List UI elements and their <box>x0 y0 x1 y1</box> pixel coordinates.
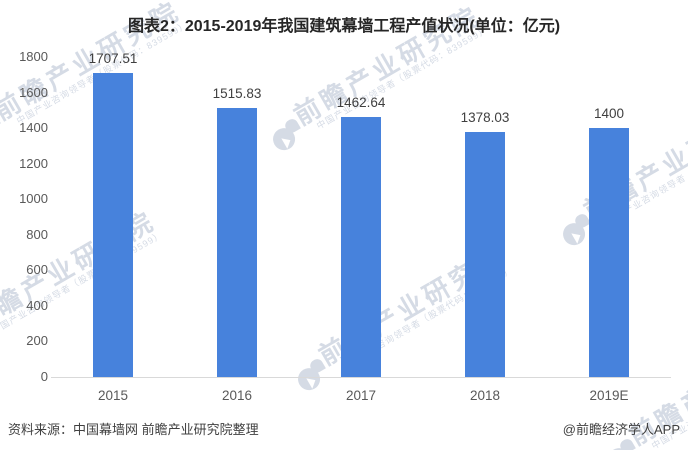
y-axis-tick-label: 0 <box>40 369 48 384</box>
y-axis-tick-label: 400 <box>26 297 48 313</box>
y-axis-tick-label: 1000 <box>19 191 48 207</box>
bar-value-label: 1462.64 <box>336 94 386 110</box>
bar-2017 <box>341 116 381 377</box>
x-axis-label: 2018 <box>469 388 501 403</box>
bar-2018 <box>465 132 505 377</box>
brand-credit: @前瞻经济学人APP <box>562 422 680 437</box>
bar-value-label: 1378.03 <box>460 110 510 126</box>
x-axis-label: 2019E <box>589 388 629 403</box>
bar-2015 <box>93 73 133 377</box>
data-source-note: 资料来源：中国幕墙网 前瞻产业研究院整理 <box>8 422 259 437</box>
bar-2019E <box>589 128 629 377</box>
x-axis-label: 2016 <box>221 388 253 403</box>
x-axis-line <box>51 377 671 378</box>
y-axis-tick-label: 1400 <box>19 120 48 136</box>
x-axis-label: 2017 <box>345 388 377 403</box>
y-axis-tick-label: 1200 <box>19 155 48 171</box>
bar-value-label: 1400 <box>593 106 625 122</box>
x-axis-label: 2015 <box>97 388 129 403</box>
y-axis-tick-label: 800 <box>26 226 48 242</box>
bar-value-label: 1707.51 <box>88 51 138 67</box>
y-axis-tick-label: 1600 <box>19 84 48 100</box>
bar-2016 <box>217 107 257 377</box>
y-axis-tick-label: 200 <box>26 333 48 349</box>
chart-title: 图表2：2015-2019年我国建筑幕墙工程产值状况(单位：亿元) <box>127 18 561 35</box>
y-axis-tick-label: 600 <box>26 262 48 278</box>
bar-value-label: 1515.83 <box>212 85 262 101</box>
y-axis-tick-label: 1800 <box>19 49 48 64</box>
